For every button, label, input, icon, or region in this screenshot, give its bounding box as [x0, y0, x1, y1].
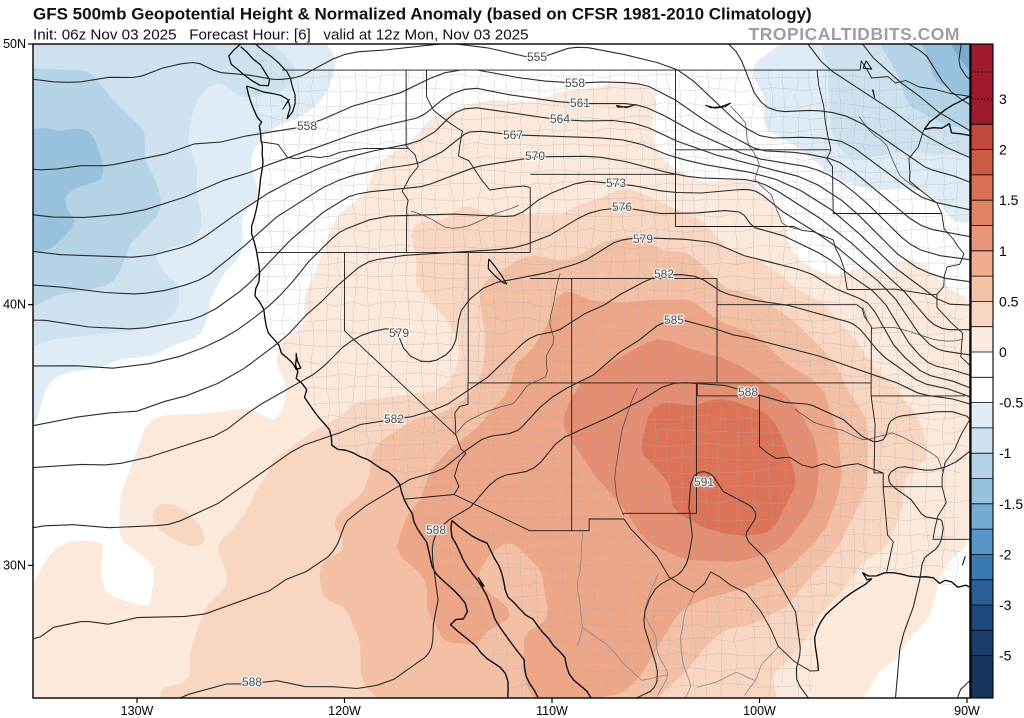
- svg-text:-5: -5: [999, 648, 1012, 664]
- svg-text:585: 585: [664, 313, 684, 327]
- svg-text:567: 567: [503, 128, 523, 142]
- svg-text:120W: 120W: [328, 704, 361, 718]
- svg-text:573: 573: [606, 176, 626, 190]
- svg-text:1: 1: [999, 243, 1007, 259]
- svg-text:582: 582: [384, 412, 404, 426]
- svg-text:-0.5: -0.5: [999, 395, 1023, 411]
- svg-text:576: 576: [612, 200, 632, 214]
- svg-text:Init: 06z Nov 03 2025 Foreca: Init: 06z Nov 03 2025 Forecast Hour: [6]…: [33, 27, 529, 44]
- svg-text:50N: 50N: [3, 37, 26, 51]
- svg-text:558: 558: [297, 119, 317, 133]
- svg-text:90W: 90W: [954, 704, 980, 718]
- svg-text:1.5: 1.5: [999, 192, 1019, 208]
- svg-text:3: 3: [999, 91, 1007, 107]
- svg-text:588: 588: [426, 523, 446, 537]
- svg-text:561: 561: [570, 96, 590, 110]
- svg-text:100W: 100W: [743, 704, 776, 718]
- svg-text:GFS 500mb Geopotential Height: GFS 500mb Geopotential Height & Normaliz…: [33, 5, 812, 24]
- svg-text:591: 591: [694, 475, 714, 489]
- svg-text:-1: -1: [999, 445, 1012, 461]
- svg-text:0.5: 0.5: [999, 293, 1019, 309]
- svg-text:588: 588: [242, 675, 262, 689]
- svg-text:40N: 40N: [3, 298, 26, 312]
- svg-text:570: 570: [525, 149, 545, 163]
- svg-text:-2: -2: [999, 546, 1012, 562]
- svg-text:-3: -3: [999, 597, 1012, 613]
- svg-text:588: 588: [738, 385, 758, 399]
- svg-text:558: 558: [565, 76, 585, 90]
- svg-text:-1.5: -1.5: [999, 496, 1023, 512]
- svg-text:0: 0: [999, 344, 1007, 360]
- svg-text:2: 2: [999, 142, 1007, 158]
- svg-text:130W: 130W: [121, 704, 154, 718]
- svg-text:564: 564: [550, 112, 570, 126]
- svg-text:582: 582: [654, 267, 674, 281]
- svg-text:555: 555: [527, 50, 547, 64]
- svg-text:579: 579: [633, 232, 653, 246]
- svg-text:579: 579: [389, 326, 409, 340]
- svg-text:30N: 30N: [3, 558, 26, 572]
- svg-text:110W: 110W: [536, 704, 568, 718]
- svg-text:TROPICALTIDBITS.COM: TROPICALTIDBITS.COM: [749, 24, 960, 44]
